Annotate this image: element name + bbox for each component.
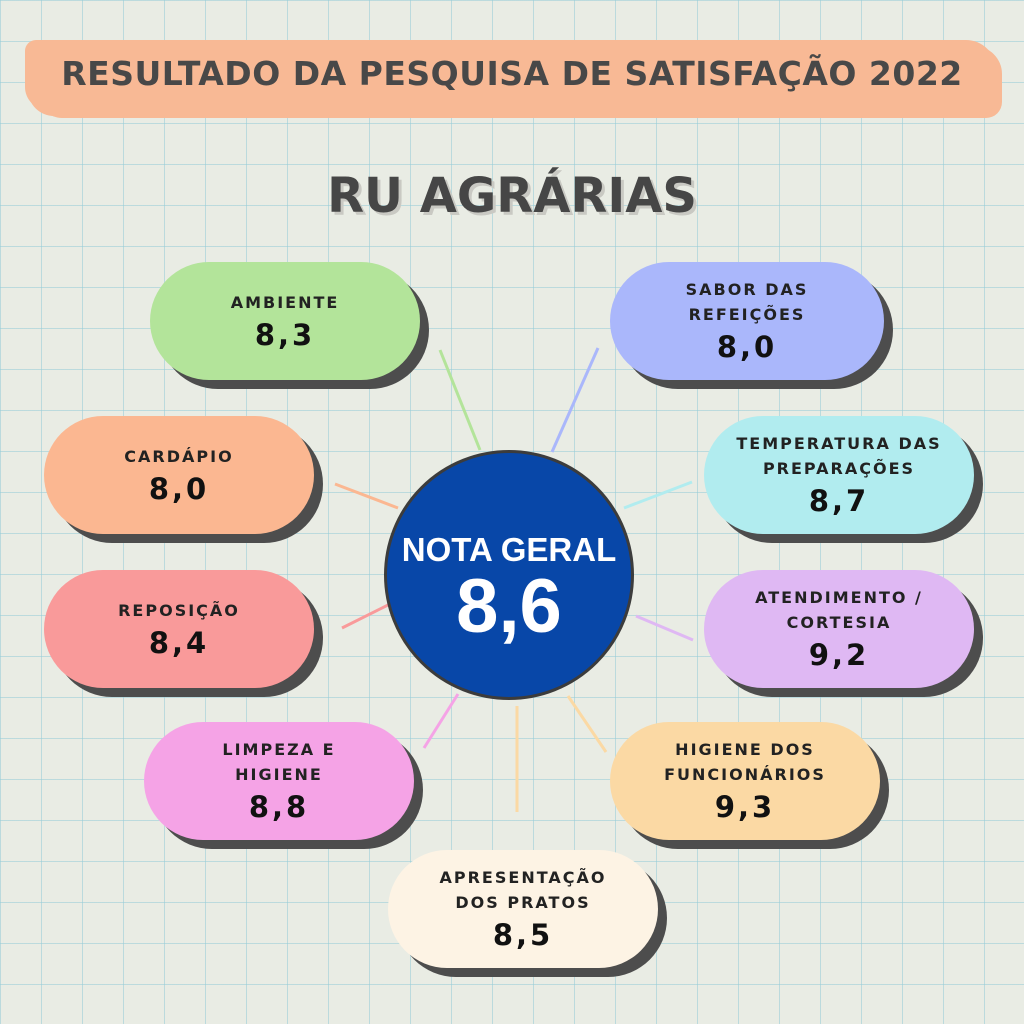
ray-temperatura (623, 480, 693, 510)
criterion-cardapio: CARDÁPIO 8,0 (44, 416, 314, 534)
criterion-higiene-dos-funcionarios: HIGIENE DOS FUNCIONÁRIOS 9,3 (610, 722, 880, 840)
criterion-apresentacao-dos-pratos: APRESENTAÇÃO DOS PRATOS 8,5 (388, 850, 658, 968)
criterion-score: 8,7 (808, 484, 870, 518)
page-subtitle: RU AGRÁRIAS (327, 168, 697, 224)
overall-score-circle: NOTA GERAL 8,6 (384, 450, 634, 700)
criterion-score: 8,0 (716, 330, 778, 364)
criterion-label: LIMPEZA E HIGIENE (222, 740, 336, 784)
ray-atendimento (635, 614, 694, 642)
ray-ambiente (438, 349, 482, 451)
title-banner (28, 40, 996, 116)
criterion-atendimento-cortesia: ATENDIMENTO / CORTESIA 9,2 (704, 570, 974, 688)
ray-reposicao (341, 602, 391, 630)
criterion-ambiente: AMBIENTE 8,3 (150, 262, 420, 380)
criterion-reposicao: REPOSIÇÃO 8,4 (44, 570, 314, 688)
page-title: RESULTADO DA PESQUISA DE SATISFAÇÃO 2022 (61, 54, 963, 93)
criterion-limpeza-e-higiene: LIMPEZA E HIGIENE 8,8 (144, 722, 414, 840)
criterion-score: 8,8 (248, 790, 310, 824)
criterion-label: HIGIENE DOS FUNCIONÁRIOS (664, 740, 826, 784)
criterion-score: 8,5 (492, 918, 554, 952)
criterion-label: REPOSIÇÃO (118, 600, 240, 620)
criterion-sabor-das-refeicoes: SABOR DAS REFEIÇÕES 8,0 (610, 262, 884, 380)
ray-sabor (550, 347, 600, 453)
overall-label: NOTA GERAL (401, 531, 617, 568)
criterion-score: 8,3 (254, 317, 316, 352)
criterion-label: CARDÁPIO (124, 446, 234, 466)
criterion-score: 8,0 (148, 471, 210, 506)
criterion-score: 8,4 (148, 625, 210, 660)
ray-cardapio (334, 482, 399, 510)
criterion-label: AMBIENTE (230, 292, 340, 312)
criterion-label: SABOR DAS REFEIÇÕES (685, 280, 809, 324)
ray-higiene (566, 695, 608, 753)
overall-value: 8,6 (456, 564, 562, 649)
criterion-label: APRESENTAÇÃO DOS PRATOS (439, 868, 607, 912)
criterion-label: ATENDIMENTO / CORTESIA (755, 588, 923, 632)
criterion-label: TEMPERATURA DAS PREPARAÇÕES (736, 434, 942, 478)
criterion-temperatura-das-preparacoes: TEMPERATURA DAS PREPARAÇÕES 8,7 (704, 416, 974, 534)
criterion-score: 9,3 (714, 790, 776, 824)
ray-limpeza (422, 693, 460, 749)
criterion-score: 9,2 (808, 638, 870, 672)
